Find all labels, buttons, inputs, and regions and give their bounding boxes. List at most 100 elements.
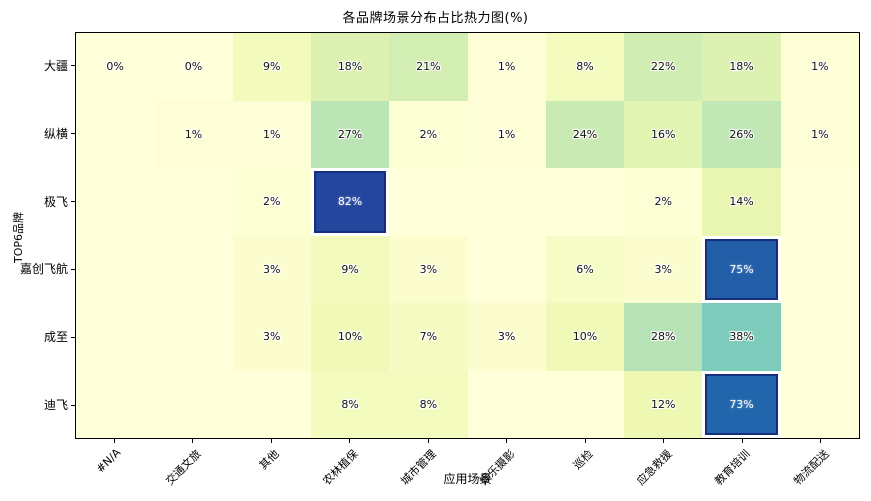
cell-value-label: 12% [651,397,676,411]
y-tick-label-大疆: 大疆 [43,58,68,73]
cell-fill [389,370,468,438]
cell-fill [310,33,390,101]
heatmap-cell-极飞-教育培训: 14% [702,168,781,236]
cell-value-label: 1% [184,127,203,141]
heatmap-cell-极飞-#N/A [76,168,155,236]
cell-fill [545,168,625,236]
cell-fill [154,303,233,371]
y-tick-label-成至: 成至 [43,330,68,345]
heatmap-cell-嘉创飞航-应急救援: 3% [624,235,703,303]
cell-value-label: 27% [337,127,363,141]
heatmap-cell-迪飞-其他 [232,370,311,438]
heatmap-cell-成至-巡检: 10% [545,303,625,371]
cell-fill [76,370,155,438]
heatmap-cell-极飞-其他: 2% [232,168,311,236]
cell-fill [232,33,311,101]
heatmap-cell-大疆-农林植保: 18% [310,33,390,101]
heatmap-cell-嘉创飞航-娱乐摄影 [467,235,546,303]
heatmap-cell-大疆-交通文旅: 0% [154,33,233,101]
y-tick-mark [71,268,75,270]
heatmap-cell-大疆-教育培训: 18% [702,33,781,101]
cell-value-label: 24% [572,127,598,141]
cell-fill [389,303,468,371]
cell-fill [389,168,468,236]
cell-value-label: 18% [729,60,754,74]
heatmap-cell-迪飞-教育培训: 73% [702,370,781,438]
heatmap-cell-迪飞-应急救援: 12% [624,370,703,438]
heatmap-cell-嘉创飞航-农林植保: 9% [310,235,390,303]
chart-title: 各品牌场景分布占比热力图(%) [342,11,529,26]
cell-value-label: 38% [729,330,754,344]
cell-fill [702,168,781,236]
cell-fill [624,235,703,303]
heatmap-cell-纵横-#N/A [76,100,155,168]
cell-fill [545,370,625,438]
cell-fill [310,100,390,168]
heatmap-cell-迪飞-物流配送 [780,370,859,438]
x-tick-mark [113,439,115,443]
y-tick-label-极飞: 极飞 [43,194,68,209]
cell-fill [780,370,859,438]
heatmap-cell-嘉创飞航-城市管理: 3% [389,235,468,303]
cell-fill [780,303,859,371]
x-tick-mark [663,439,665,443]
cell-value-label: 3% [263,330,281,344]
cell-fill [232,235,311,303]
cell-fill [154,235,233,303]
x-tick-mark [192,439,194,443]
cell-value-label: 26% [729,127,754,141]
cell-fill [545,303,625,371]
heatmap-cell-纵横-娱乐摄影: 1% [467,100,546,168]
heatmap-cell-迪飞-巡检 [545,370,625,438]
cell-fill [545,235,625,303]
heatmap-grid: 0% 0% 9% 18% 21% 1% 8% 22% 18% 1% 1% 1% 27% 2% 1% 24% 16… [75,32,860,439]
cell-fill [76,303,155,371]
cell-value-label: 75% [729,262,754,276]
heatmap-cell-纵横-巡检: 24% [545,100,625,168]
cell-fill [154,168,233,236]
cell-fill [545,100,625,168]
cell-fill [702,100,781,168]
heatmap-cell-极飞-交通文旅 [154,168,233,236]
cell-fill [467,235,546,303]
cell-fill [310,370,390,438]
heatmap-cell-纵横-其他: 1% [232,100,311,168]
cell-fill [545,33,625,101]
heatmap-cell-大疆-其他: 9% [232,33,311,101]
x-tick-mark [427,439,429,443]
cell-value-label: 1% [811,127,829,141]
heatmap-cell-成至-物流配送 [780,303,859,371]
cell-value-label: 8% [419,397,438,411]
cell-fill [780,33,859,101]
cell-value-label: 21% [416,60,441,74]
cell-fill [467,303,546,371]
cell-fill [389,235,468,303]
heatmap-cell-纵横-教育培训: 26% [702,100,781,168]
heatmap-cell-迪飞-农林植保: 8% [310,370,390,438]
heatmap-cell-极飞-城市管理 [389,168,468,236]
heatmap-cell-成至-其他: 3% [232,303,311,371]
heatmap-cell-迪飞-娱乐摄影 [467,370,546,438]
cell-value-label: 2% [419,127,438,141]
cell-fill [624,100,703,168]
heatmap-cell-成至-娱乐摄影: 3% [467,303,546,371]
heatmap-cell-嘉创飞航-交通文旅 [154,235,233,303]
cell-value-label: 28% [651,330,676,344]
cell-value-label: 16% [651,127,676,141]
cell-value-label: 2% [654,195,672,209]
cell-value-label: 0% [184,60,203,74]
cell-value-label: 3% [654,262,672,276]
heatmap-cell-纵横-农林植保: 27% [310,100,390,168]
cell-fill [780,168,859,236]
cell-value-label: 2% [263,195,281,209]
heatmap-cell-大疆-#N/A: 0% [76,33,155,101]
cell-fill [154,33,233,101]
cell-fill [313,171,387,233]
heatmap-cell-嘉创飞航-其他: 3% [232,235,311,303]
cell-fill [780,235,859,303]
heatmap-cell-成至-#N/A [76,303,155,371]
y-tick-mark [71,404,75,406]
heatmap-cell-嘉创飞航-物流配送 [780,235,859,303]
x-tick-mark [741,439,743,443]
cell-fill [232,168,311,236]
